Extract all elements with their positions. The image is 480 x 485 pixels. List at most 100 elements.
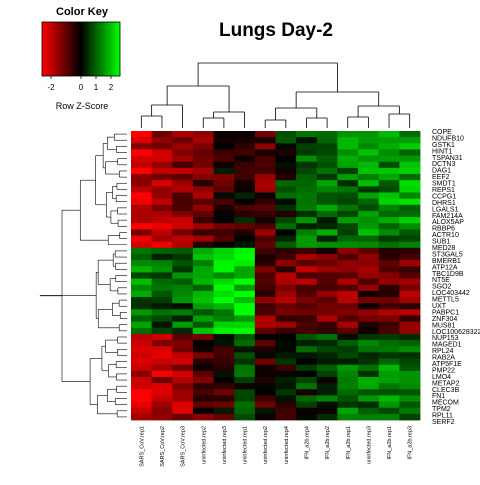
heatmap-cell: [255, 272, 276, 279]
heatmap-cell: [214, 285, 235, 292]
heatmap-cell: [379, 303, 400, 310]
heatmap-cell: [317, 389, 338, 396]
heatmap-cell: [379, 242, 400, 249]
heatmap-cell: [131, 223, 152, 230]
heatmap-cell: [152, 162, 173, 169]
heatmap-cell: [234, 402, 255, 409]
heatmap-cell: [172, 402, 193, 409]
heatmap-cell: [379, 131, 400, 138]
heatmap-cell: [172, 365, 193, 372]
heatmap-cell: [296, 137, 317, 144]
heatmap-cell: [399, 408, 420, 415]
heatmap-cell: [152, 322, 173, 329]
heatmap-cell: [399, 254, 420, 261]
heatmap-cell: [131, 377, 152, 384]
heatmap-cell: [234, 303, 255, 310]
heatmap-cell: [358, 291, 379, 298]
heatmap-cell: [131, 168, 152, 175]
heatmap-cell: [234, 352, 255, 359]
heatmap-cell: [131, 260, 152, 267]
heatmap-cell: [193, 352, 214, 359]
heatmap-cell: [172, 272, 193, 279]
heatmap-cell: [337, 285, 358, 292]
heatmap-cell: [131, 211, 152, 218]
heatmap-cell: [234, 395, 255, 402]
heatmap-cell: [172, 340, 193, 347]
heatmap-cell: [337, 149, 358, 156]
heatmap-cell: [131, 229, 152, 236]
heatmap-cell: [358, 365, 379, 372]
heatmap-cell: [255, 315, 276, 322]
heatmap-cell: [234, 260, 255, 267]
heatmap-cell: [296, 334, 317, 341]
heatmap-cell: [317, 334, 338, 341]
heatmap-cell: [358, 328, 379, 335]
column-label: SARS_CoV.rep3: [181, 426, 187, 467]
heatmap-cell: [255, 291, 276, 298]
heatmap-cell: [399, 371, 420, 378]
heatmap-cell: [214, 168, 235, 175]
heatmap-cell: [337, 315, 358, 322]
heatmap-cell: [214, 365, 235, 372]
heatmap-cell: [152, 383, 173, 390]
heatmap-cell: [214, 156, 235, 163]
heatmap-cell: [379, 143, 400, 150]
heatmap-cell: [234, 162, 255, 169]
heatmap-cell: [255, 340, 276, 347]
heatmap-cell: [337, 174, 358, 181]
heatmap-cell: [193, 346, 214, 353]
heatmap-cell: [152, 236, 173, 243]
heatmap-cell: [317, 211, 338, 218]
heatmap-cell: [152, 402, 173, 409]
heatmap-cell: [337, 260, 358, 267]
column-label: SARS_CoV.rep1: [139, 426, 145, 467]
heatmap-cell: [399, 217, 420, 224]
heatmap-cell: [296, 408, 317, 415]
heatmap-cell: [276, 371, 297, 378]
heatmap-cell: [152, 297, 173, 304]
heatmap-cell: [172, 229, 193, 236]
heatmap-cell: [255, 377, 276, 384]
heatmap-cell: [337, 248, 358, 255]
heatmap-cell: [317, 199, 338, 206]
heatmap-cell: [358, 340, 379, 347]
heatmap-cell: [296, 389, 317, 396]
heatmap-cell: [317, 365, 338, 372]
heatmap-cell: [131, 180, 152, 187]
heatmap-cell: [276, 309, 297, 316]
heatmap-cell: [358, 322, 379, 329]
heatmap-cell: [379, 192, 400, 199]
heatmap-cell: [379, 272, 400, 279]
heatmap-cell: [193, 285, 214, 292]
heatmap-cell: [214, 352, 235, 359]
heatmap-cell: [337, 377, 358, 384]
heatmap-cell: [379, 371, 400, 378]
heatmap-cell: [152, 156, 173, 163]
heatmap-cell: [152, 365, 173, 372]
heatmap-cell: [255, 143, 276, 150]
heatmap-cell: [379, 180, 400, 187]
heatmap-cell: [399, 402, 420, 409]
heatmap-cell: [193, 408, 214, 415]
heatmap-cell: [296, 315, 317, 322]
heatmap-cell: [317, 291, 338, 298]
heatmap-cell: [172, 309, 193, 316]
heatmap-cell: [131, 383, 152, 390]
heatmap-cell: [131, 359, 152, 366]
heatmap-cell: [296, 272, 317, 279]
heatmap-cell: [379, 285, 400, 292]
column-label: IFN_a2b.rep2: [325, 426, 331, 460]
heatmap-cell: [317, 186, 338, 193]
column-dendrogram: [141, 63, 409, 128]
heatmap-cell: [152, 414, 173, 421]
heatmap-cell: [358, 205, 379, 212]
heatmap-cell: [399, 322, 420, 329]
heatmap-cell: [317, 371, 338, 378]
heatmap-cell: [234, 254, 255, 261]
heatmap-cell: [193, 303, 214, 310]
heatmap-cell: [276, 180, 297, 187]
heatmap-cell: [172, 149, 193, 156]
heatmap-cell: [131, 156, 152, 163]
heatmap-cell: [234, 359, 255, 366]
color-key-tick-label: 2: [109, 83, 114, 92]
